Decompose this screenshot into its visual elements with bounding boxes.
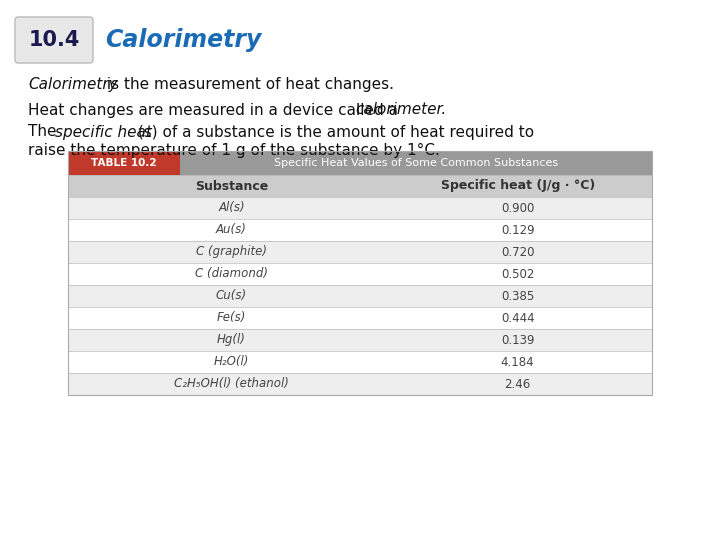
- Text: H₂O(l): H₂O(l): [214, 355, 249, 368]
- Text: 0.444: 0.444: [501, 312, 534, 325]
- Text: Heat changes are measured in a device called a: Heat changes are measured in a device ca…: [28, 103, 403, 118]
- Text: raise the temperature of 1 g of the substance by 1°C.: raise the temperature of 1 g of the subs…: [28, 143, 440, 158]
- Bar: [68, 151, 180, 175]
- Bar: [68, 307, 652, 329]
- Text: Al(s): Al(s): [218, 201, 245, 214]
- Text: 0.129: 0.129: [501, 224, 534, 237]
- Text: 0.385: 0.385: [501, 289, 534, 302]
- Text: 10.4: 10.4: [28, 30, 80, 50]
- Text: 4.184: 4.184: [501, 355, 534, 368]
- Text: C (diamond): C (diamond): [195, 267, 268, 280]
- Text: calorimeter.: calorimeter.: [355, 103, 446, 118]
- Bar: [68, 175, 652, 197]
- FancyBboxPatch shape: [15, 17, 93, 63]
- Text: Calorimetry: Calorimetry: [28, 78, 117, 92]
- Text: Hg(l): Hg(l): [217, 334, 246, 347]
- Bar: [68, 241, 652, 263]
- Text: specific heat: specific heat: [55, 125, 152, 139]
- Bar: [68, 151, 652, 395]
- Bar: [68, 197, 652, 219]
- Text: 0.720: 0.720: [501, 246, 534, 259]
- Bar: [68, 285, 652, 307]
- Text: Specific heat (J/g · °C): Specific heat (J/g · °C): [441, 179, 595, 192]
- Bar: [68, 373, 652, 395]
- Text: Cu(s): Cu(s): [216, 289, 247, 302]
- Text: 2.46: 2.46: [505, 377, 531, 390]
- Text: 0.900: 0.900: [501, 201, 534, 214]
- Text: 0.139: 0.139: [501, 334, 534, 347]
- Bar: [68, 351, 652, 373]
- Bar: [180, 151, 652, 175]
- Text: Substance: Substance: [195, 179, 268, 192]
- Text: TABLE 10.2: TABLE 10.2: [91, 158, 157, 168]
- Text: is the measurement of heat changes.: is the measurement of heat changes.: [102, 78, 394, 92]
- Text: C₂H₅OH(l) (ethanol): C₂H₅OH(l) (ethanol): [174, 377, 289, 390]
- Text: Au(s): Au(s): [216, 224, 247, 237]
- Bar: [68, 219, 652, 241]
- Bar: [68, 263, 652, 285]
- Text: Calorimetry: Calorimetry: [105, 28, 261, 52]
- Bar: [68, 329, 652, 351]
- Text: Specific Heat Values of Some Common Substances: Specific Heat Values of Some Common Subs…: [274, 158, 558, 168]
- Text: The: The: [28, 125, 61, 139]
- Text: C (graphite): C (graphite): [196, 246, 267, 259]
- Text: 0.502: 0.502: [501, 267, 534, 280]
- Text: (s) of a substance is the amount of heat required to: (s) of a substance is the amount of heat…: [133, 125, 534, 139]
- Text: Fe(s): Fe(s): [217, 312, 246, 325]
